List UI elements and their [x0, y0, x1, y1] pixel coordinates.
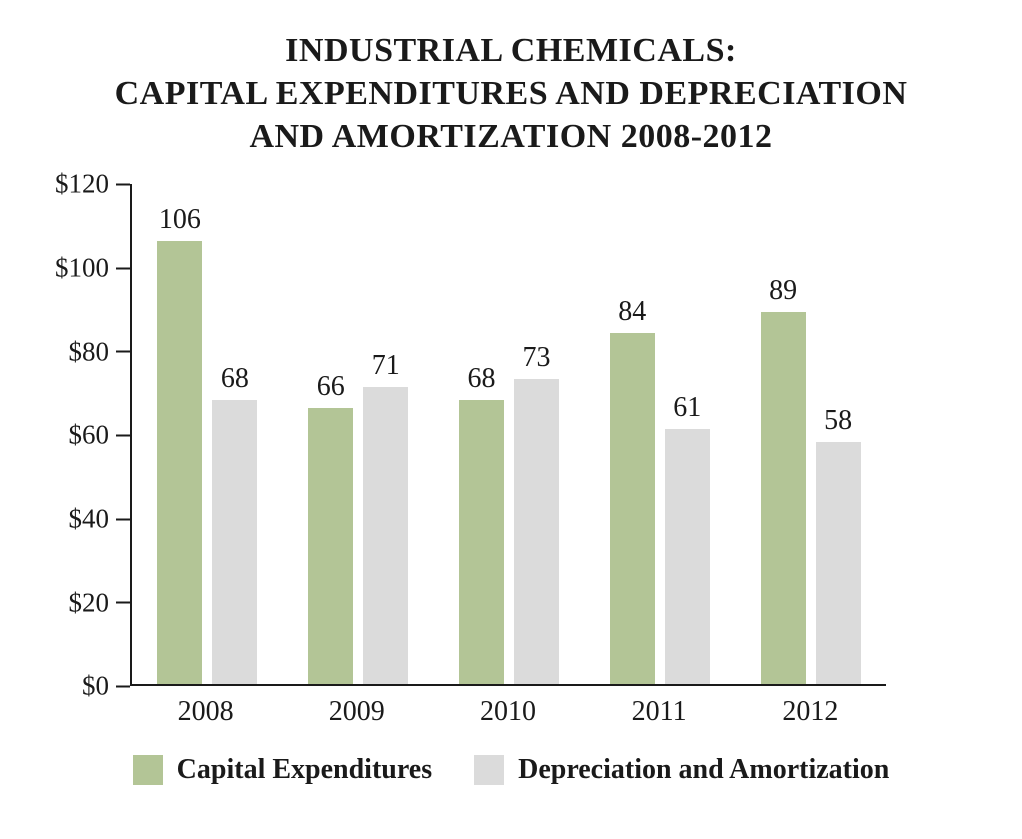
bar-value-label: 106	[158, 204, 201, 236]
y-axis-tick-mark	[116, 350, 130, 353]
bar-value-label: 68	[220, 363, 249, 395]
x-axis-label-2012: 2012	[782, 696, 839, 728]
bar-value-label: 61	[673, 392, 702, 424]
bar-group-2011: 84 61	[609, 296, 710, 685]
y-axis-tick: $40	[68, 503, 130, 534]
y-axis-tick: $80	[68, 336, 130, 367]
bar-group-2010: 68 73	[458, 342, 559, 685]
bar-depreciation-and-amortization-2009	[363, 387, 409, 685]
x-axis-labels: 2008 2009 2010 2011 2012	[130, 696, 886, 728]
bar-column: 68	[458, 363, 504, 685]
y-axis-tick-mark	[116, 685, 130, 688]
chart-title-line-3: AND AMORTIZATION 2008-2012	[249, 117, 773, 155]
bar-column: 84	[609, 296, 655, 685]
chart-title-line-2: CAPITAL EXPENDITURES AND DEPRECIATION	[114, 74, 908, 112]
legend-label: Capital Expenditures	[176, 754, 433, 786]
bar-depreciation-and-amortization-2008	[212, 400, 258, 685]
bar-column: 71	[363, 350, 409, 685]
bar-value-label: 84	[618, 296, 647, 328]
y-axis-tick-label: $60	[68, 419, 110, 450]
chart-title-line-1: INDUSTRIAL CHEMICALS:	[285, 32, 737, 69]
bar-column: 61	[664, 392, 710, 685]
y-axis-tick: $120	[55, 168, 130, 199]
bar-value-label: 58	[824, 404, 853, 436]
y-axis-tick-label: $80	[68, 336, 110, 367]
plot-area: 106 68 66 71 68 73 84 61 89 58	[130, 184, 886, 687]
bar-capital-expenditures-2012	[760, 312, 806, 685]
bar-depreciation-and-amortization-2010	[513, 379, 559, 685]
bar-value-label: 66	[316, 371, 345, 403]
y-axis-tick-label: $100	[55, 252, 109, 283]
x-axis-label-2008: 2008	[177, 696, 234, 728]
bar-column: 66	[308, 371, 354, 685]
y-axis-tick-label: $0	[82, 670, 109, 701]
bar-column: 58	[815, 404, 861, 685]
legend-item: Capital Expenditures	[132, 754, 433, 786]
y-axis-tick-label: $120	[55, 168, 109, 199]
legend-label: Depreciation and Amortization	[518, 754, 890, 786]
bar-depreciation-and-amortization-2011	[664, 429, 710, 685]
bar-column: 89	[760, 275, 806, 685]
y-axis-tick-label: $40	[68, 503, 110, 534]
bar-column: 106	[157, 204, 203, 685]
y-axis-tick-mark	[116, 183, 130, 186]
y-axis-tick-label: $20	[68, 587, 110, 618]
bar-value-label: 89	[769, 275, 798, 307]
bar-group-2008: 106 68	[157, 204, 258, 685]
bar-capital-expenditures-2008	[157, 241, 203, 685]
legend-swatch	[132, 755, 163, 786]
x-axis-label-2011: 2011	[631, 696, 687, 728]
bar-capital-expenditures-2011	[609, 333, 655, 685]
y-axis-tick-mark	[116, 601, 130, 604]
bar-group-2009: 66 71	[308, 350, 409, 685]
y-axis-tick: $100	[55, 252, 130, 283]
x-axis-label-2010: 2010	[479, 696, 536, 728]
legend-swatch	[474, 755, 505, 786]
bar-capital-expenditures-2009	[308, 408, 354, 685]
chart-title: INDUSTRIAL CHEMICALS: CAPITAL EXPENDITUR…	[0, 30, 1022, 158]
bar-column: 68	[212, 363, 258, 685]
y-axis-tick-mark	[116, 518, 130, 521]
bar-capital-expenditures-2010	[458, 400, 504, 685]
legend-item: Depreciation and Amortization	[474, 754, 889, 786]
x-axis-label-2009: 2009	[328, 696, 385, 728]
y-axis: $0 $20 $40 $60 $80 $100 $120	[0, 170, 130, 699]
y-axis-tick-mark	[116, 434, 130, 437]
bar-column: 73	[513, 342, 559, 685]
bar-value-label: 68	[467, 363, 496, 395]
y-axis-tick: $0	[82, 670, 130, 701]
bar-chart: $0 $20 $40 $60 $80 $100 $120 106 68 66 71 68 73 84 61…	[0, 170, 980, 728]
y-axis-tick: $20	[68, 587, 130, 618]
bar-value-label: 73	[522, 342, 551, 374]
y-axis-tick-mark	[116, 267, 130, 270]
y-axis-tick: $60	[68, 419, 130, 450]
bar-value-label: 71	[371, 350, 400, 382]
bar-group-2012: 89 58	[760, 275, 861, 685]
bar-depreciation-and-amortization-2012	[815, 441, 861, 685]
legend: Capital Expenditures Depreciation and Amo…	[0, 754, 1022, 786]
